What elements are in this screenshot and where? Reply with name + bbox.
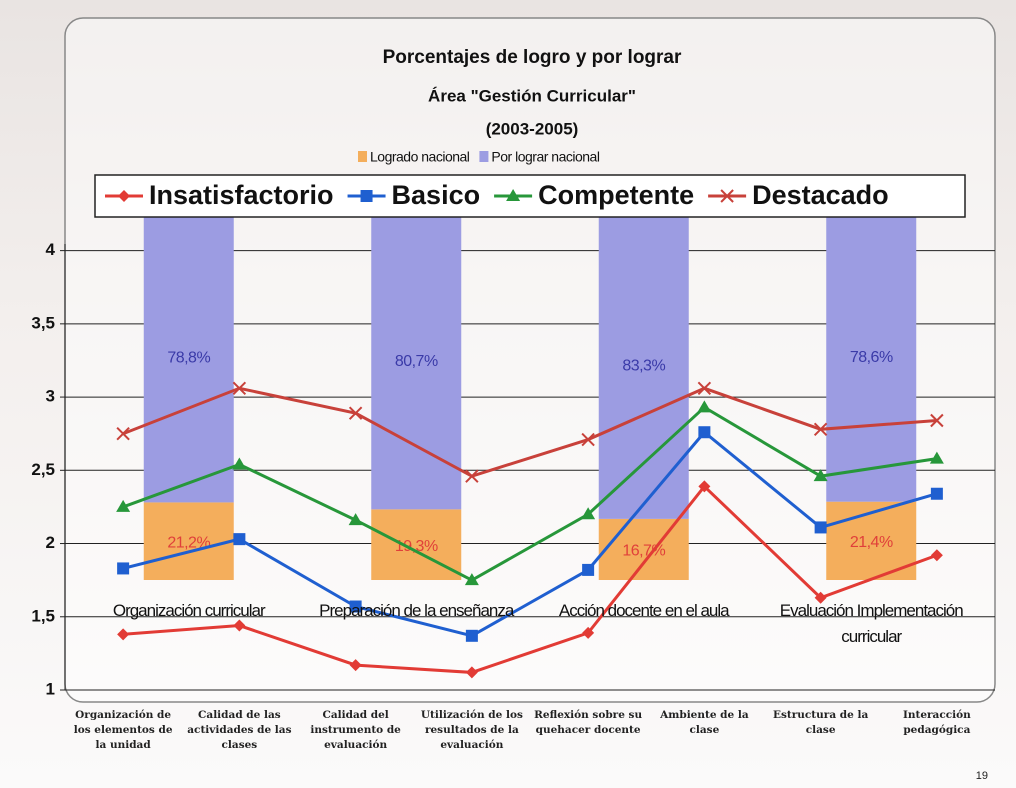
x-tick-label: Utilización de los resultados de la eval…	[416, 708, 528, 753]
x-tick-label: Organización de los elementos de la unid…	[67, 708, 179, 753]
bar-value-label: 83,3%	[622, 358, 665, 375]
marker	[815, 521, 827, 533]
y-tick-label: 2	[46, 533, 55, 552]
legend-label: Logrado nacional	[370, 149, 470, 165]
x-tick-label: Calidad de las actividades de las clases	[183, 708, 295, 753]
bar-value-label: 80,7%	[395, 353, 438, 370]
legend-label: Basico	[392, 180, 481, 210]
chart-title: Porcentajes de logro y por lograr	[383, 47, 682, 68]
page-number: 19	[976, 770, 988, 782]
y-tick-label: 2,5	[31, 460, 55, 479]
bar-value-label: 78,6%	[850, 349, 893, 366]
legend-label: Insatisfactorio	[149, 180, 334, 210]
y-tick-label: 3	[46, 387, 55, 406]
y-tick-label: 4	[46, 240, 56, 259]
x-tick-label: Estructura de la clase	[765, 708, 877, 738]
legend-label: Competente	[538, 180, 694, 210]
chart-subtitle: Área "Gestión Curricular"	[428, 86, 636, 105]
chart: Porcentajes de logro y por lograr Área "…	[0, 0, 1016, 788]
legend-swatch	[358, 151, 367, 162]
x-tick-label: Interacción pedagógica	[881, 708, 993, 738]
marker	[582, 564, 594, 576]
x-tick-label: Ambiente de la clase	[648, 708, 760, 738]
marker	[117, 562, 129, 574]
bar-category-label: Preparación de la enseñanza	[306, 598, 526, 624]
marker	[361, 190, 373, 202]
y-tick-label: 3,5	[31, 313, 55, 332]
legend-swatch	[479, 151, 488, 162]
x-tick-label: Reflexión sobre su quehacer docente	[532, 708, 644, 738]
x-tick-label: Calidad del instrumento de evaluación	[300, 708, 412, 753]
bar-category-label: Evaluación Implementación curricular	[761, 598, 981, 650]
bar-category-label: Acción docente en el aula	[534, 598, 754, 624]
bar-value-label: 78,8%	[167, 349, 210, 366]
bar-value-label: 21,4%	[850, 534, 893, 551]
marker	[233, 533, 245, 545]
chart-period: (2003-2005)	[486, 119, 579, 138]
marker	[931, 488, 943, 500]
y-tick-label: 1	[46, 679, 55, 698]
marker	[698, 426, 710, 438]
bar-category-label: Organización curricular	[79, 598, 299, 624]
legend-label: Por lograr nacional	[491, 149, 599, 165]
legend-label: Destacado	[752, 180, 889, 210]
y-tick-label: 1,5	[31, 606, 55, 625]
marker	[466, 630, 478, 642]
slide: Porcentajes de logro y por lograr Área "…	[0, 0, 1016, 788]
